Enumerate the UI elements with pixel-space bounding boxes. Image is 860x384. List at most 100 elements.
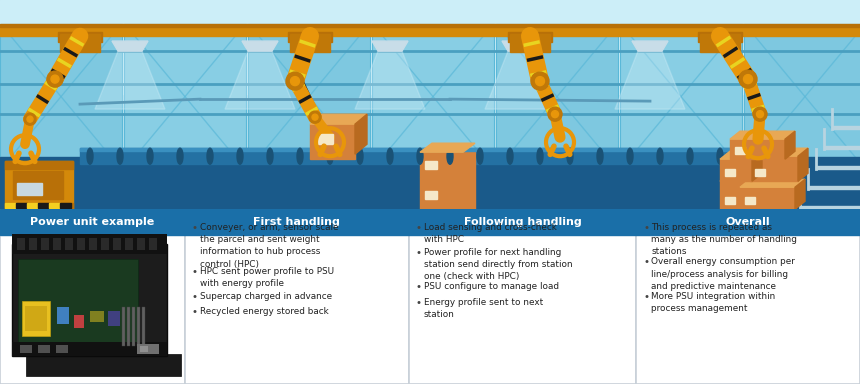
Bar [137, 306, 140, 346]
Polygon shape [372, 41, 408, 51]
Bar [510, 34, 550, 52]
Bar [27, 203, 38, 208]
Bar [318, 134, 333, 144]
Ellipse shape [117, 148, 123, 164]
Text: •: • [415, 298, 421, 308]
Bar [420, 177, 475, 209]
Bar [12, 342, 167, 356]
Bar [38, 203, 49, 208]
Bar [12, 234, 167, 254]
Text: More PSU integration within
process management: More PSU integration within process mana… [651, 292, 776, 313]
Circle shape [309, 111, 321, 123]
Bar [0, 157, 860, 209]
Polygon shape [752, 151, 762, 181]
Text: Load sensing and cross-check
with HPC: Load sensing and cross-check with HPC [423, 223, 556, 244]
Polygon shape [750, 148, 808, 156]
Ellipse shape [327, 148, 333, 164]
Bar [0, 24, 860, 27]
Bar [49, 203, 60, 208]
Bar [516, 40, 544, 50]
Ellipse shape [567, 148, 573, 164]
Bar [0, 209, 185, 384]
Bar [0, 25, 860, 36]
Bar [108, 311, 120, 326]
Bar [720, 181, 770, 209]
Text: •: • [192, 267, 198, 277]
Bar [132, 306, 135, 346]
Bar [66, 40, 94, 50]
Polygon shape [355, 51, 425, 109]
Text: •: • [415, 282, 421, 292]
Text: PSU configure to manage load: PSU configure to manage load [423, 282, 558, 291]
Bar [5, 203, 16, 208]
Text: Recycled energy stored back: Recycled energy stored back [200, 307, 329, 316]
Bar [125, 238, 133, 250]
Bar [425, 161, 437, 169]
Bar [17, 183, 42, 195]
Text: •: • [192, 292, 198, 302]
Polygon shape [112, 41, 148, 51]
Polygon shape [485, 51, 555, 109]
Ellipse shape [267, 148, 273, 164]
Circle shape [753, 107, 767, 121]
Text: Following handling: Following handling [464, 217, 581, 227]
Bar [22, 301, 50, 336]
Polygon shape [795, 179, 805, 209]
Polygon shape [720, 173, 780, 181]
Polygon shape [502, 41, 538, 51]
Bar [142, 306, 145, 346]
Ellipse shape [507, 148, 513, 164]
Bar [735, 147, 745, 154]
Bar [496, 24, 618, 169]
Polygon shape [798, 148, 808, 181]
Circle shape [536, 76, 544, 86]
Bar [25, 306, 47, 331]
Ellipse shape [477, 148, 483, 164]
Bar [185, 209, 408, 384]
Bar [730, 139, 785, 159]
Text: Conveyer, or arm, sensor scale
the parcel and sent weight
information to hub pro: Conveyer, or arm, sensor scale the parce… [200, 223, 338, 269]
Bar [60, 34, 100, 52]
Bar [832, 126, 860, 129]
Polygon shape [95, 51, 165, 109]
Text: Overall energy consumption per
line/process analysis for billing
and predictive : Overall energy consumption per line/proc… [651, 257, 796, 291]
Text: Power unit example: Power unit example [30, 217, 155, 227]
Circle shape [47, 71, 63, 87]
Bar [80, 148, 730, 164]
Bar [706, 40, 734, 50]
Bar [137, 238, 145, 250]
Polygon shape [740, 179, 805, 187]
Bar [740, 187, 795, 209]
Text: HPC sent power profile to PSU
with energy profile: HPC sent power profile to PSU with energ… [200, 267, 334, 288]
Circle shape [531, 72, 549, 90]
Circle shape [27, 116, 33, 122]
Bar [5, 161, 73, 169]
Bar [744, 24, 860, 169]
Ellipse shape [237, 148, 243, 164]
Bar [800, 206, 860, 209]
Ellipse shape [597, 148, 603, 164]
Bar [60, 203, 71, 208]
Polygon shape [242, 41, 278, 51]
Polygon shape [730, 131, 795, 139]
Bar [425, 191, 437, 199]
Bar [101, 238, 109, 250]
Ellipse shape [147, 148, 153, 164]
Ellipse shape [687, 148, 693, 164]
Circle shape [51, 75, 59, 83]
Bar [89, 238, 97, 250]
Bar [290, 34, 330, 52]
Ellipse shape [177, 148, 183, 164]
Bar [620, 24, 742, 169]
Ellipse shape [537, 148, 543, 164]
Bar [0, 0, 860, 94]
Circle shape [757, 111, 764, 118]
Bar [0, 24, 122, 169]
Text: Supercap charged in advance: Supercap charged in advance [200, 292, 332, 301]
Ellipse shape [447, 148, 453, 164]
Bar [58, 32, 102, 42]
Circle shape [286, 72, 304, 90]
Circle shape [739, 70, 757, 88]
Bar [113, 238, 121, 250]
Polygon shape [355, 114, 367, 154]
